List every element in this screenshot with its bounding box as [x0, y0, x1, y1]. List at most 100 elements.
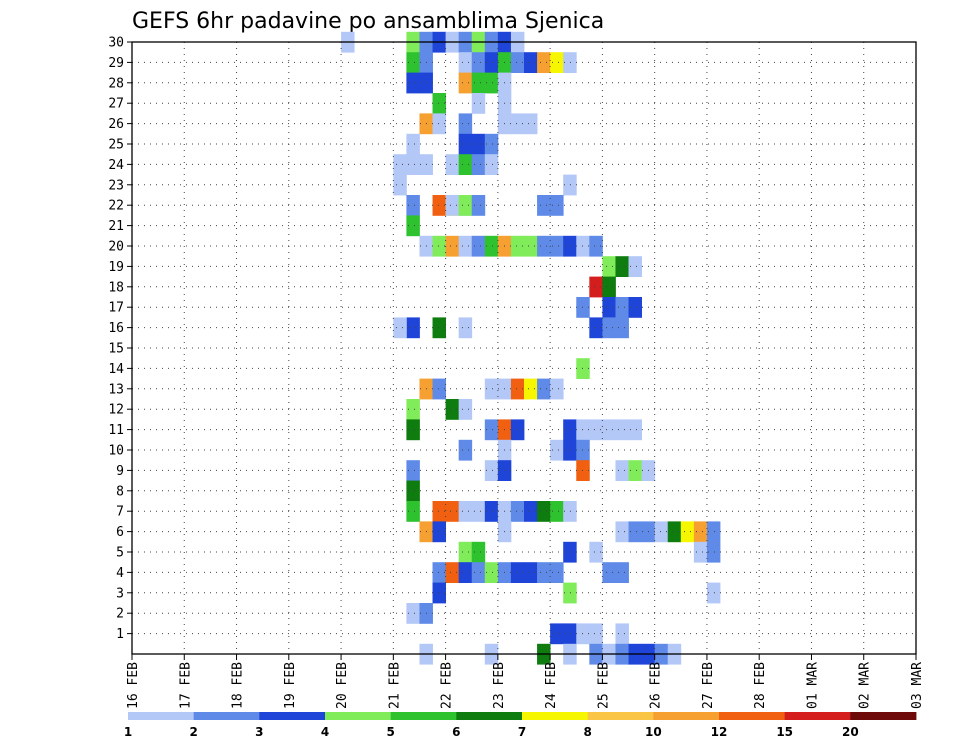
heatmap-cell	[484, 562, 499, 583]
heatmap-cell	[432, 378, 446, 400]
heatmap-cell	[484, 419, 499, 441]
y-tick-label: 14	[108, 362, 124, 377]
legend-level-label: 12	[711, 725, 728, 739]
heatmap-cell	[471, 93, 486, 114]
heatmap-cell	[537, 235, 551, 257]
heatmap-cell	[589, 317, 603, 339]
y-tick-label: 17	[108, 301, 124, 316]
x-tick-label: 01 MAR	[805, 662, 820, 709]
heatmap-cell	[654, 521, 669, 543]
heatmap-cell	[432, 582, 446, 604]
heatmap-cell	[628, 297, 642, 318]
heatmap-cell	[563, 439, 577, 461]
heatmap-cell	[406, 133, 420, 155]
heatmap-cell	[458, 133, 473, 155]
x-tick-label: 20 FEB	[335, 662, 350, 709]
legend-level-label: 5	[386, 725, 394, 739]
heatmap-cell	[615, 562, 629, 583]
heatmap-cell	[393, 317, 407, 339]
heatmap-cell	[615, 256, 629, 277]
heatmap-cell	[550, 235, 564, 257]
heatmap-cell	[550, 378, 564, 400]
heatmap-cell	[563, 235, 577, 257]
legend-level-label: 4	[321, 725, 329, 739]
legend-level-label: 8	[583, 725, 591, 739]
legend-swatch	[653, 712, 720, 720]
heatmap-cell	[602, 276, 616, 298]
y-tick-label: 5	[116, 546, 124, 561]
heatmap-cell	[432, 562, 446, 583]
heatmap-cell	[524, 562, 538, 583]
heatmap-cell	[406, 195, 420, 216]
heatmap-cell	[537, 501, 551, 522]
heatmap-cell	[484, 460, 499, 481]
heatmap-cell	[406, 460, 420, 481]
heatmap-cell	[680, 521, 695, 543]
heatmap-cell	[406, 72, 420, 94]
heatmap-cell	[563, 541, 577, 563]
y-tick-label: 9	[116, 464, 124, 479]
heatmap-cell	[510, 501, 525, 522]
heatmap-cell	[445, 154, 460, 175]
y-tick-label: 23	[108, 178, 124, 193]
heatmap-cell	[706, 521, 721, 543]
heatmap-cell	[563, 582, 577, 604]
y-tick-label: 20	[108, 240, 124, 255]
heatmap-cell	[615, 623, 629, 645]
legend-level-label: 1	[124, 725, 132, 739]
x-tick-label: 21 FEB	[387, 662, 402, 709]
heatmap-cell	[550, 52, 564, 73]
heatmap-cell	[524, 501, 538, 522]
y-axis-ticks: 1234567891011121314151617181920212223242…	[108, 36, 132, 642]
heatmap-cell	[628, 419, 642, 441]
heatmap-cell	[406, 154, 420, 175]
heatmap-cell	[576, 358, 590, 379]
legend-level-label: 3	[255, 725, 263, 739]
heatmap-cell	[471, 52, 486, 73]
heatmap-cell	[406, 603, 420, 624]
heatmap-cells	[341, 31, 721, 665]
y-tick-label: 2	[116, 607, 124, 622]
heatmap-cell	[706, 541, 721, 563]
x-tick-label: 02 MAR	[858, 662, 873, 709]
heatmap-cell	[524, 52, 538, 73]
heatmap-cell	[589, 419, 603, 441]
heatmap-cell	[458, 399, 473, 420]
heatmap-cell	[484, 378, 499, 400]
legend-level-label: 2	[189, 725, 197, 739]
heatmap-cell	[471, 235, 486, 257]
x-tick-label: 03 MAR	[910, 662, 925, 709]
heatmap-cell	[471, 541, 486, 563]
legend-swatch	[390, 712, 457, 720]
y-tick-label: 25	[108, 138, 124, 153]
heatmap-cell	[406, 52, 420, 73]
legend-swatch	[259, 712, 326, 720]
heatmap-cell	[393, 174, 407, 196]
heatmap-cell	[563, 52, 577, 73]
heatmap-cell	[458, 113, 473, 135]
heatmap-cell	[563, 174, 577, 196]
x-tick-label: 23 FEB	[492, 662, 507, 709]
y-tick-label: 7	[116, 505, 124, 520]
y-tick-label: 30	[108, 36, 124, 51]
heatmap-cell	[602, 256, 616, 277]
heatmap-cell	[524, 113, 538, 135]
x-tick-label: 16 FEB	[126, 662, 141, 709]
grid-lines	[132, 41, 916, 654]
heatmap-cell	[458, 72, 473, 94]
heatmap-cell	[432, 235, 446, 257]
y-tick-label: 18	[108, 280, 124, 295]
heatmap-cell	[628, 460, 642, 481]
legend-swatch	[128, 712, 195, 720]
legend-swatch	[784, 712, 851, 720]
x-tick-label: 27 FEB	[701, 662, 716, 709]
heatmap-cell	[471, 501, 486, 522]
y-tick-label: 28	[108, 76, 124, 91]
heatmap-cell	[406, 501, 420, 522]
heatmap-cell	[432, 317, 446, 339]
y-tick-label: 16	[108, 321, 124, 336]
y-tick-label: 11	[108, 423, 124, 438]
heatmap-cell	[628, 521, 642, 543]
heatmap-cell	[589, 235, 603, 257]
